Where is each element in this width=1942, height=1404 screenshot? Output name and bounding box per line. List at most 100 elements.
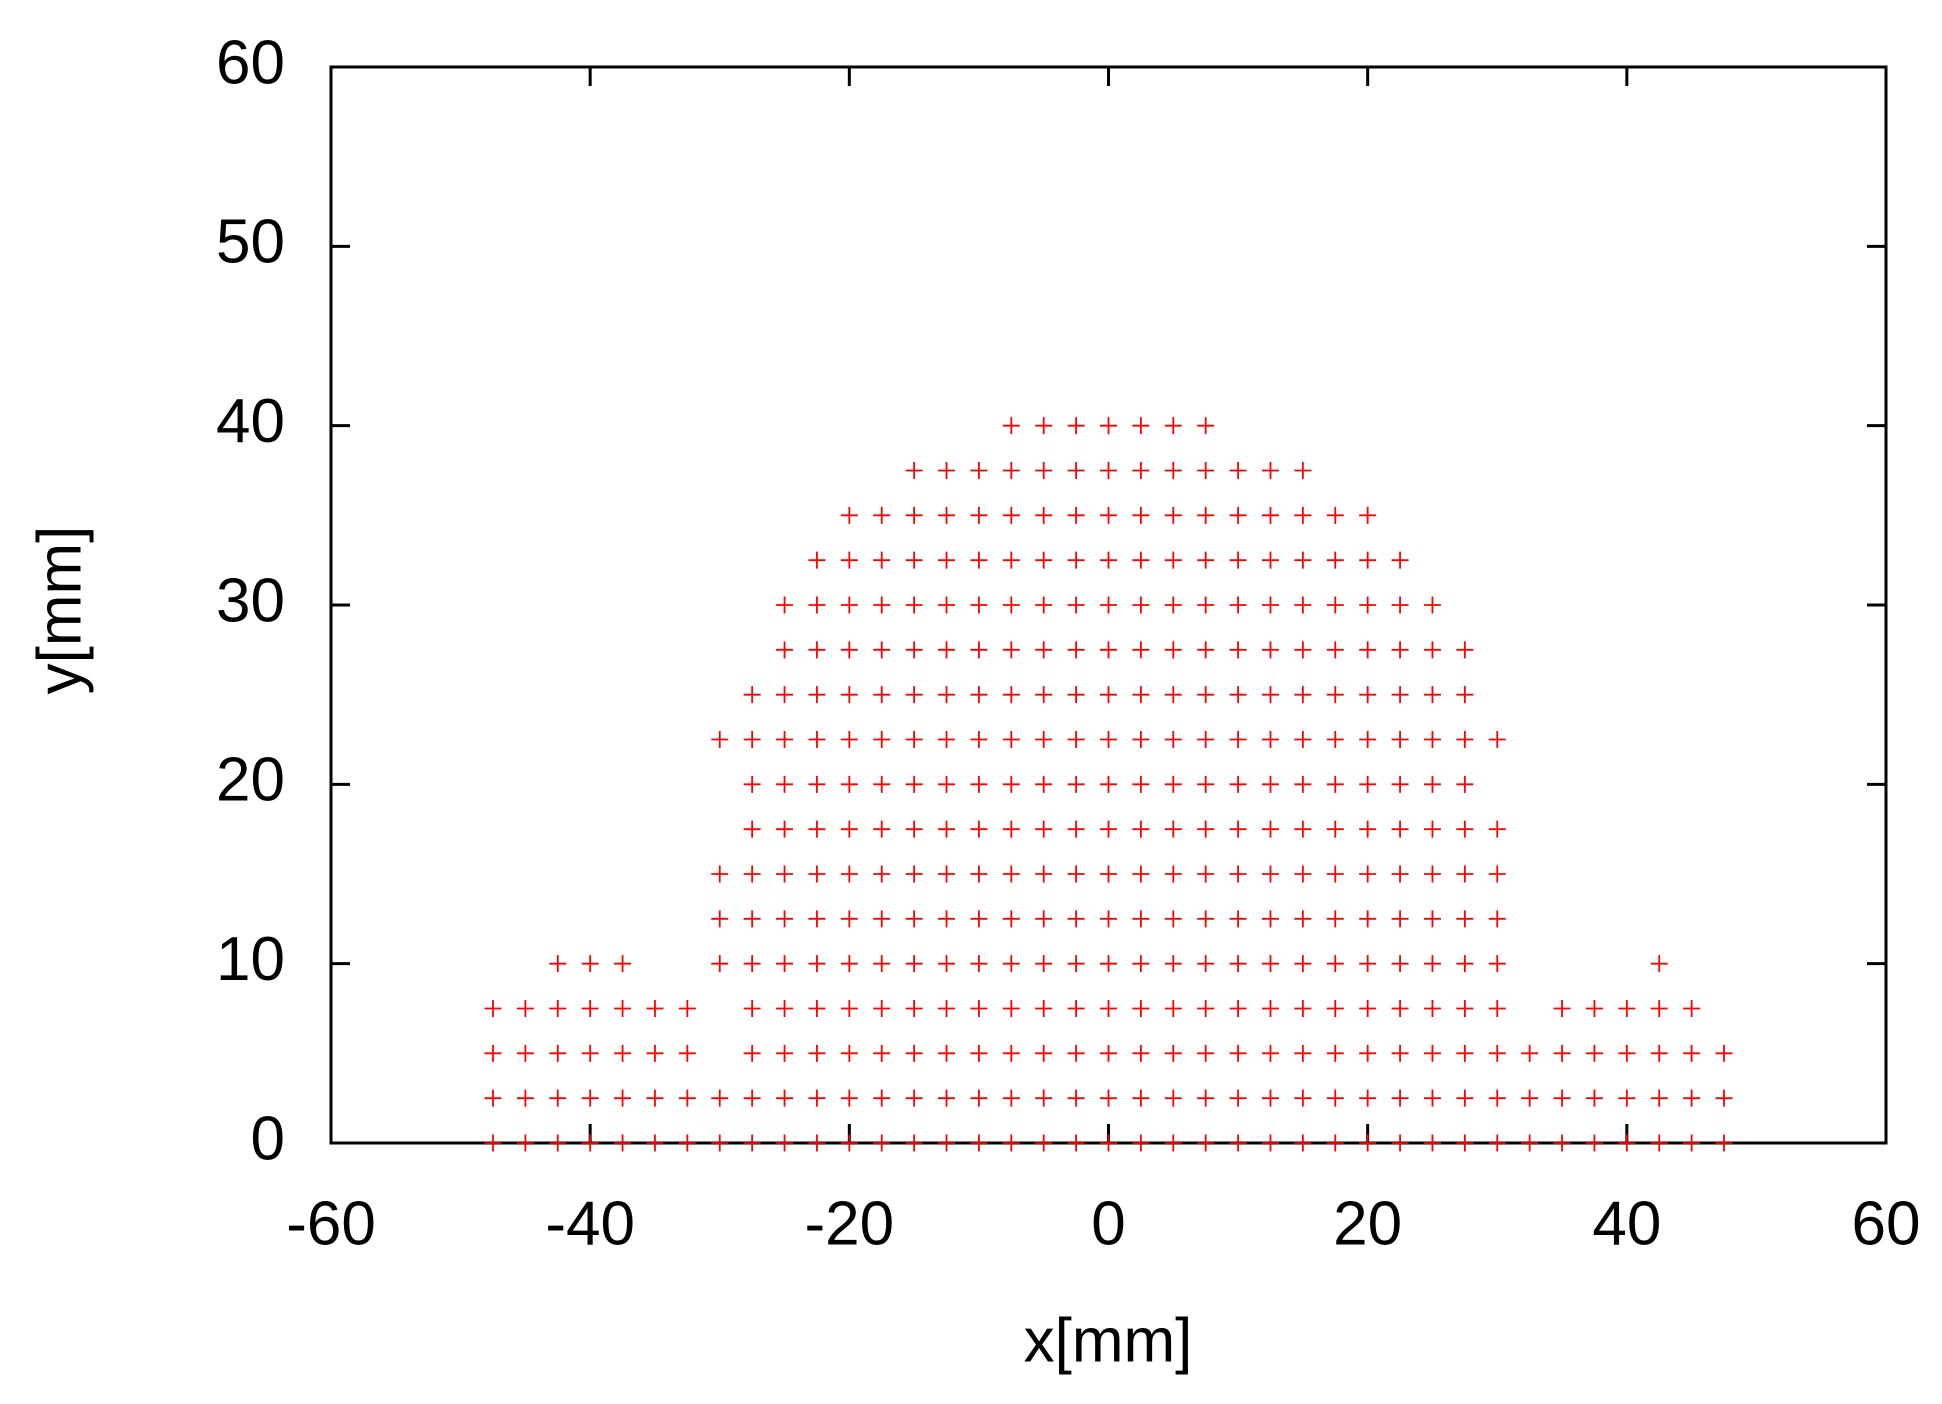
- point: [1002, 1134, 1020, 1152]
- point: [1164, 955, 1182, 973]
- point: [1261, 1044, 1279, 1062]
- point: [970, 731, 988, 748]
- point: [711, 731, 729, 748]
- y-tick-label: 20: [216, 746, 285, 815]
- point: [581, 1000, 599, 1017]
- point: [970, 506, 988, 524]
- point: [1197, 417, 1215, 435]
- point: [1002, 820, 1020, 838]
- point: [1067, 731, 1085, 748]
- point: [1521, 1044, 1539, 1062]
- point: [711, 955, 729, 973]
- point: [1164, 686, 1182, 704]
- point: [905, 1000, 923, 1017]
- point: [938, 551, 956, 569]
- point: [1456, 1000, 1474, 1017]
- point: [1618, 1044, 1636, 1062]
- point: [1261, 506, 1279, 524]
- point: [1100, 820, 1117, 838]
- point: [873, 1000, 891, 1017]
- point: [1488, 1089, 1506, 1107]
- point: [808, 910, 826, 928]
- point: [1100, 955, 1117, 973]
- point: [1132, 731, 1150, 748]
- point: [549, 1044, 567, 1062]
- point: [1488, 1000, 1506, 1017]
- point: [1488, 1134, 1506, 1152]
- point: [1100, 417, 1117, 435]
- point: [1488, 955, 1506, 973]
- point: [1035, 596, 1053, 614]
- point: [1359, 731, 1377, 748]
- point: [614, 1044, 632, 1062]
- point: [1100, 731, 1117, 748]
- point: [1132, 686, 1150, 704]
- point: [1261, 551, 1279, 569]
- point: [840, 775, 858, 793]
- point: [808, 596, 826, 614]
- point: [1164, 506, 1182, 524]
- point: [938, 731, 956, 748]
- point: [1553, 1134, 1571, 1152]
- point: [1585, 1089, 1603, 1107]
- point: [1002, 596, 1020, 614]
- point: [1002, 551, 1020, 569]
- point: [1132, 417, 1150, 435]
- point: [1294, 955, 1312, 973]
- point: [1002, 955, 1020, 973]
- point: [1423, 1000, 1441, 1017]
- point: [1132, 955, 1150, 973]
- point: [873, 955, 891, 973]
- point: [1359, 1044, 1377, 1062]
- point: [1067, 686, 1085, 704]
- point: [1294, 1134, 1312, 1152]
- point: [1423, 865, 1441, 883]
- point: [1456, 775, 1474, 793]
- point: [1391, 641, 1409, 659]
- point: [549, 1134, 567, 1152]
- point: [1100, 1134, 1117, 1152]
- point: [1326, 775, 1344, 793]
- point: [808, 1089, 826, 1107]
- point: [1100, 1089, 1117, 1107]
- point: [840, 506, 858, 524]
- point: [1035, 731, 1053, 748]
- point: [1650, 1044, 1668, 1062]
- point: [938, 596, 956, 614]
- point: [905, 820, 923, 838]
- point: [1035, 1089, 1053, 1107]
- point: [484, 1000, 502, 1017]
- point: [1164, 731, 1182, 748]
- point: [873, 551, 891, 569]
- point: [840, 731, 858, 748]
- point: [1326, 1134, 1344, 1152]
- point: [1197, 910, 1215, 928]
- point: [1359, 1134, 1377, 1152]
- point: [1456, 910, 1474, 928]
- point: [743, 775, 761, 793]
- point: [873, 1134, 891, 1152]
- point: [1359, 1000, 1377, 1017]
- point: [1326, 955, 1344, 973]
- point: [1132, 910, 1150, 928]
- point: [1132, 641, 1150, 659]
- point: [1261, 641, 1279, 659]
- point: [938, 820, 956, 838]
- point: [808, 865, 826, 883]
- point: [1035, 865, 1053, 883]
- point: [678, 1000, 696, 1017]
- point: [1002, 506, 1020, 524]
- point: [484, 1044, 502, 1062]
- point: [1100, 506, 1117, 524]
- point: [938, 955, 956, 973]
- point: [776, 641, 794, 659]
- point: [808, 1044, 826, 1062]
- point: [873, 506, 891, 524]
- point: [484, 1089, 502, 1107]
- point: [1488, 910, 1506, 928]
- point: [1294, 596, 1312, 614]
- point: [1326, 910, 1344, 928]
- point: [711, 865, 729, 883]
- point: [1132, 596, 1150, 614]
- point: [1456, 955, 1474, 973]
